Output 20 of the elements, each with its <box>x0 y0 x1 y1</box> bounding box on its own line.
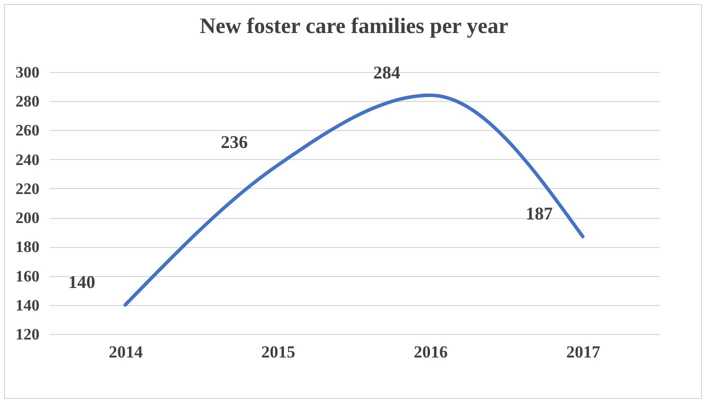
data-label: 187 <box>526 203 553 224</box>
data-label: 236 <box>220 132 248 152</box>
y-tick-label: 120 <box>16 326 40 344</box>
y-tick-label: 180 <box>16 239 40 256</box>
y-tick-label: 220 <box>16 180 40 198</box>
y-tick-label: 260 <box>16 122 40 140</box>
y-tick-label: 240 <box>16 152 40 169</box>
y-tick-label: 280 <box>16 94 40 111</box>
chart-title: New foster care families per year <box>200 13 508 38</box>
data-label: 284 <box>373 62 400 82</box>
y-tick-label: 160 <box>16 268 40 286</box>
x-tick-label: 2017 <box>566 342 601 362</box>
x-tick-label: 2015 <box>261 342 296 362</box>
x-tick-label: 2014 <box>108 342 144 362</box>
x-tick-label: 2016 <box>414 342 448 362</box>
y-tick-label: 140 <box>16 297 40 314</box>
line-series <box>124 94 584 307</box>
y-tick-label: 300 <box>16 64 40 82</box>
data-label: 140 <box>68 272 96 292</box>
y-tick-label: 200 <box>16 210 40 228</box>
